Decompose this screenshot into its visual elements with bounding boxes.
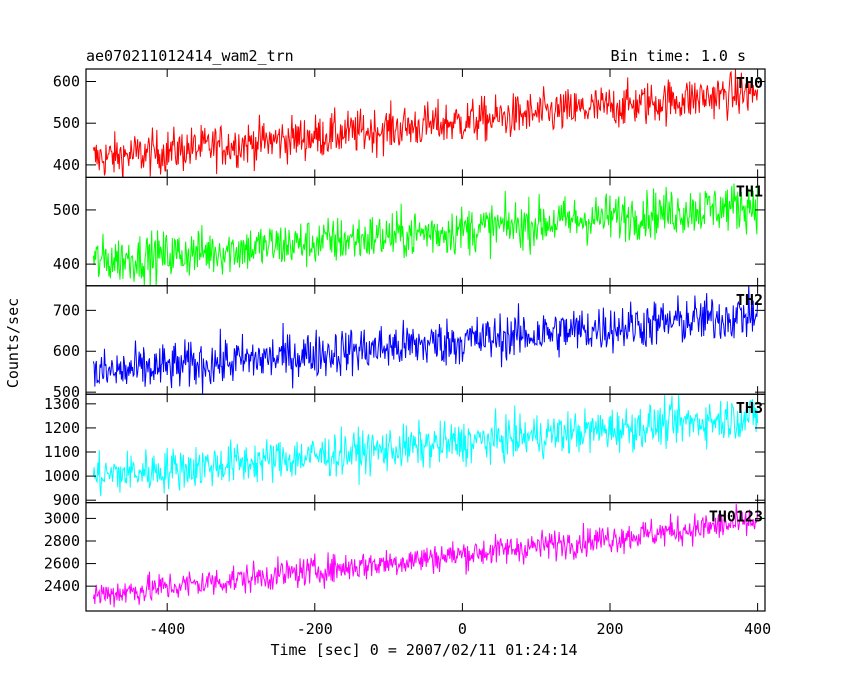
x-tick-label: 400 bbox=[744, 620, 771, 638]
y-tick-label: 1200 bbox=[44, 419, 80, 437]
chart-title: ae070211012414_wam2_trn bbox=[86, 47, 294, 65]
y-tick-label: 3000 bbox=[44, 509, 80, 527]
x-tick-label: 0 bbox=[458, 620, 467, 638]
panel-frame bbox=[85, 285, 766, 395]
y-tick-label: 500 bbox=[53, 114, 80, 132]
y-tick-label: 500 bbox=[53, 383, 80, 401]
y-tick-label: 900 bbox=[53, 491, 80, 509]
y-tick-label: 400 bbox=[53, 255, 80, 273]
y-axis-label: Counts/sec bbox=[4, 298, 22, 388]
x-axis-label: Time [sec] 0 = 2007/02/11 01:24:14 bbox=[270, 641, 577, 659]
y-tick-label: 1000 bbox=[44, 467, 80, 485]
panel-label-th0123: TH0123 bbox=[709, 508, 763, 526]
panel-frame bbox=[85, 502, 766, 612]
series-line-th0 bbox=[92, 69, 759, 178]
panels-group: 400 500 600 TH0 400 500 TH1 500 600 700 TH2 900 1000… bbox=[44, 68, 771, 638]
x-tick-label: -200 bbox=[297, 620, 333, 638]
bin-time-label: Bin time: 1.0 s bbox=[611, 47, 746, 65]
x-tick-label: -400 bbox=[149, 620, 185, 638]
y-tick-label: 600 bbox=[53, 73, 80, 91]
y-tick-label: 400 bbox=[53, 156, 80, 174]
y-tick-label: 1300 bbox=[44, 395, 80, 413]
y-tick-label: 500 bbox=[53, 201, 80, 219]
y-tick-label: 2600 bbox=[44, 555, 80, 573]
panel-frame bbox=[85, 393, 766, 504]
y-tick-label: 700 bbox=[53, 301, 80, 319]
panel-label-th3: TH3 bbox=[736, 399, 763, 417]
panel-label-th0: TH0 bbox=[736, 74, 763, 92]
series-line-th2 bbox=[92, 285, 759, 395]
panel-label-th2: TH2 bbox=[736, 291, 763, 309]
panel-label-th1: TH1 bbox=[736, 182, 763, 200]
y-tick-label: 600 bbox=[53, 342, 80, 360]
series-line-th1 bbox=[92, 183, 759, 286]
y-tick-label: 1100 bbox=[44, 443, 80, 461]
series-line-th0123 bbox=[92, 503, 759, 608]
series-line-th3 bbox=[92, 394, 759, 497]
y-tick-label: 2400 bbox=[44, 577, 80, 595]
y-tick-label: 2800 bbox=[44, 532, 80, 550]
x-tick-label: 200 bbox=[596, 620, 623, 638]
